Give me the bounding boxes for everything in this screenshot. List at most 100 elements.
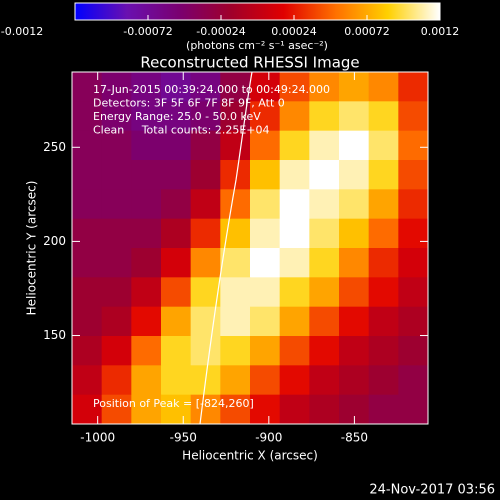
y-tick-label: 150 xyxy=(43,328,66,342)
heatmap-cell xyxy=(309,72,340,102)
heatmap-cell xyxy=(101,306,132,337)
heatmap-cell xyxy=(339,130,370,161)
heatmap-cell xyxy=(250,72,281,102)
heatmap-cell xyxy=(190,336,221,366)
heatmap-cell xyxy=(220,130,251,161)
heatmap-cell xyxy=(131,336,162,366)
annotation: Detectors: 3F 5F 6F 7F 8F 9F, Att 0 xyxy=(93,97,285,110)
heatmap-cell xyxy=(101,160,132,190)
colorbar-tick-label: -0.00024 xyxy=(196,25,245,38)
heatmap-cell xyxy=(220,394,251,425)
heatmap-cell xyxy=(309,248,340,278)
heatmap-cell xyxy=(72,277,103,308)
solar-limb xyxy=(199,71,253,425)
heatmap-cell xyxy=(279,394,310,425)
colorbar-tick-label: -0.00072 xyxy=(123,25,172,38)
heatmap-cell xyxy=(398,72,429,102)
heatmap-cell xyxy=(101,394,132,425)
heatmap-cell xyxy=(220,277,251,308)
heatmap-cell xyxy=(190,189,221,220)
heatmap-cell xyxy=(250,218,281,249)
heatmap-cell xyxy=(339,189,370,220)
heatmap-cell xyxy=(220,248,251,278)
heatmap-cell xyxy=(339,160,370,190)
heatmap-cell xyxy=(368,277,399,308)
heatmap-cell xyxy=(398,277,429,308)
heatmap-cell xyxy=(72,72,103,102)
heatmap-cell xyxy=(309,277,340,308)
heatmap-cell xyxy=(131,277,162,308)
heatmap-cell xyxy=(250,101,281,132)
heatmap-cell xyxy=(368,306,399,337)
heatmap-cell xyxy=(72,101,103,132)
heatmap-cell xyxy=(279,248,310,278)
heatmap-cell xyxy=(161,72,192,102)
heatmap-cell xyxy=(309,365,340,396)
heatmap-cell xyxy=(279,160,310,190)
heatmap-cell xyxy=(368,189,399,220)
annotation: Clean Total counts: 2.25E+04 xyxy=(93,124,270,137)
x-tick-label: -950 xyxy=(170,431,197,445)
heatmap-cell xyxy=(161,130,192,161)
heatmap-cell xyxy=(368,218,399,249)
heatmap-cell xyxy=(309,130,340,161)
heatmap-cell xyxy=(101,189,132,220)
heatmap-cell xyxy=(72,336,103,366)
y-tick-label: 200 xyxy=(43,234,66,248)
heatmap-cell xyxy=(309,101,340,132)
heatmap-cell xyxy=(131,306,162,337)
heatmap-cell xyxy=(279,336,310,366)
heatmap-cell xyxy=(220,336,251,366)
plot-frame xyxy=(71,71,429,425)
heatmap-cell xyxy=(101,130,132,161)
heatmap-cell xyxy=(339,277,370,308)
heatmap-cell xyxy=(190,130,221,161)
heatmap-cell xyxy=(131,160,162,190)
heatmap-cell xyxy=(131,72,162,102)
heatmap-cell xyxy=(190,101,221,132)
heatmap-cell xyxy=(72,189,103,220)
heatmap-cell xyxy=(339,306,370,337)
heatmap-cell xyxy=(250,248,281,278)
heatmap-cell xyxy=(220,365,251,396)
heatmap-cell xyxy=(161,365,192,396)
heatmap-cell xyxy=(309,160,340,190)
heatmap-cell xyxy=(398,365,429,396)
heatmap-cell xyxy=(368,160,399,190)
heatmap-cell xyxy=(398,189,429,220)
heatmap-cell xyxy=(250,189,281,220)
heatmap-cell xyxy=(131,394,162,425)
heatmap-cell xyxy=(161,189,192,220)
heatmap-cell xyxy=(131,101,162,132)
heatmap-cell xyxy=(339,336,370,366)
heatmap-cell xyxy=(72,365,103,396)
heatmap-cell xyxy=(309,336,340,366)
colorbar xyxy=(74,2,441,21)
y-axis-label: Heliocentric Y (arcsec) xyxy=(25,181,39,316)
heatmap-cell xyxy=(131,248,162,278)
heatmap-cell xyxy=(309,218,340,249)
heatmap-cell xyxy=(131,365,162,396)
heatmap-cell xyxy=(368,101,399,132)
heatmap-cell xyxy=(279,218,310,249)
heatmap-cell xyxy=(161,336,192,366)
annotation: 17-Jun-2015 00:39:24.000 to 00:49:24.000 xyxy=(93,83,330,96)
heatmap-cell xyxy=(101,336,132,366)
heatmap-cell xyxy=(131,218,162,249)
heatmap-cell xyxy=(309,394,340,425)
heatmap-cell xyxy=(190,160,221,190)
heatmap-cell xyxy=(250,336,281,366)
heatmap-cell xyxy=(250,365,281,396)
heatmap-cell xyxy=(101,248,132,278)
heatmap-cell xyxy=(279,277,310,308)
heatmap-cell xyxy=(368,130,399,161)
heatmap-cell xyxy=(72,248,103,278)
heatmap-cell xyxy=(72,306,103,337)
heatmap-cell xyxy=(368,394,399,425)
heatmap-cell xyxy=(190,306,221,337)
heatmap-cell xyxy=(161,248,192,278)
heatmap-cell xyxy=(250,394,281,425)
heatmap-cell xyxy=(161,218,192,249)
